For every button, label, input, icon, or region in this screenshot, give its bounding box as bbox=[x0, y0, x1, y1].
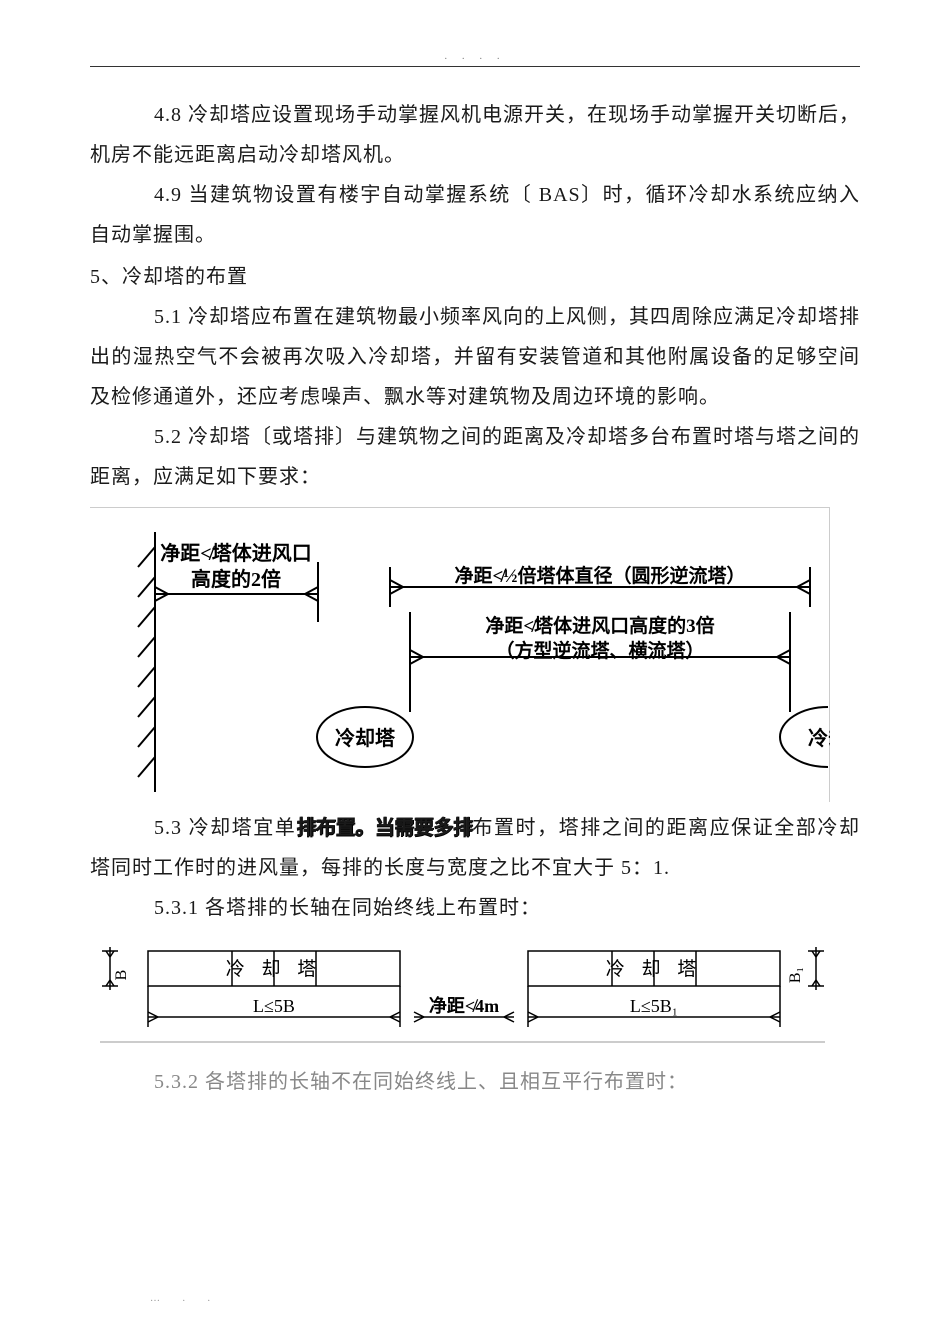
para-5-3: 5.3 冷却塔宜单排布置。当需要多排布置时，塔排之间的距离应保证全部冷却塔同时工… bbox=[90, 808, 860, 888]
fig2-netdist: 净距≮4m bbox=[429, 995, 499, 1016]
para-5-3-pre: 5.3 冷却塔宜单 bbox=[154, 817, 296, 839]
fig2-L5B1: L≤5B₁ bbox=[630, 996, 678, 1016]
header-rule bbox=[90, 66, 860, 67]
fig1-tower-label-left: 冷却塔 bbox=[335, 726, 396, 750]
header-dots: . . . . bbox=[90, 50, 860, 62]
para-4-9: 4.9 当建筑物设置有楼宇自动掌握系统〔 BAS〕时，循环冷却水系统应纳入自动掌… bbox=[90, 175, 860, 255]
para-4-8: 4.8 冷却塔应设置现场手动掌握风机电源开关，在现场手动掌握开关切断后，机房不能… bbox=[90, 95, 860, 175]
fig2-tower-right: 冷 却 塔 bbox=[606, 958, 703, 980]
fig2-L5B: L≤5B bbox=[253, 996, 295, 1016]
figure-tower-spacing-1: | --> 净距≮塔体进风口 高度的2倍 净距≮½倍塔体直径（圆形逆流塔） bbox=[90, 507, 830, 802]
fig2-B1-label: B₁ bbox=[787, 967, 804, 983]
fig1-label-right-mid1: 净距≮塔体进风口高度的3倍 bbox=[485, 614, 714, 637]
fig1-label-left-bottom: 高度的2倍 bbox=[191, 567, 281, 591]
fig1-label-right-top: 净距≮½倍塔体直径（圆形逆流塔） bbox=[454, 564, 745, 587]
para-5-3-2: 5.3.2 各塔排的长轴不在同始终线上、且相互平行布置时： bbox=[90, 1062, 860, 1102]
fig1-label-right-mid2: （方型逆流塔、横流塔） bbox=[495, 639, 704, 662]
heading-5: 5、冷却塔的布置 bbox=[90, 257, 860, 297]
fig1-tower-label-right: 冷却塔 bbox=[808, 726, 830, 750]
figure-tower-spacing-2: B B₁ 冷 却 塔 冷 却 塔 L≤5B 净距≮4m L≤5B₁ bbox=[90, 942, 830, 1062]
fig2-tower-left: 冷 却 塔 bbox=[226, 958, 323, 980]
footer-dots: … . . bbox=[150, 1293, 220, 1304]
para-5-1: 5.1 冷却塔应布置在建筑物最小频率风向的上风侧，其四周除应满足冷却塔排出的湿热… bbox=[90, 297, 860, 417]
para-5-3-1: 5.3.1 各塔排的长轴在同始终线上布置时： bbox=[90, 888, 860, 928]
para-5-2: 5.2 冷却塔〔或塔排〕与建筑物之间的距离及冷却塔多台布置时塔与塔之间的距离，应… bbox=[90, 417, 860, 497]
para-5-3-overlap: 排布置。当需要多排 bbox=[296, 817, 472, 839]
fig1-label-left-top: 净距≮塔体进风口 bbox=[160, 541, 311, 565]
fig2-B-label: B bbox=[113, 970, 130, 981]
